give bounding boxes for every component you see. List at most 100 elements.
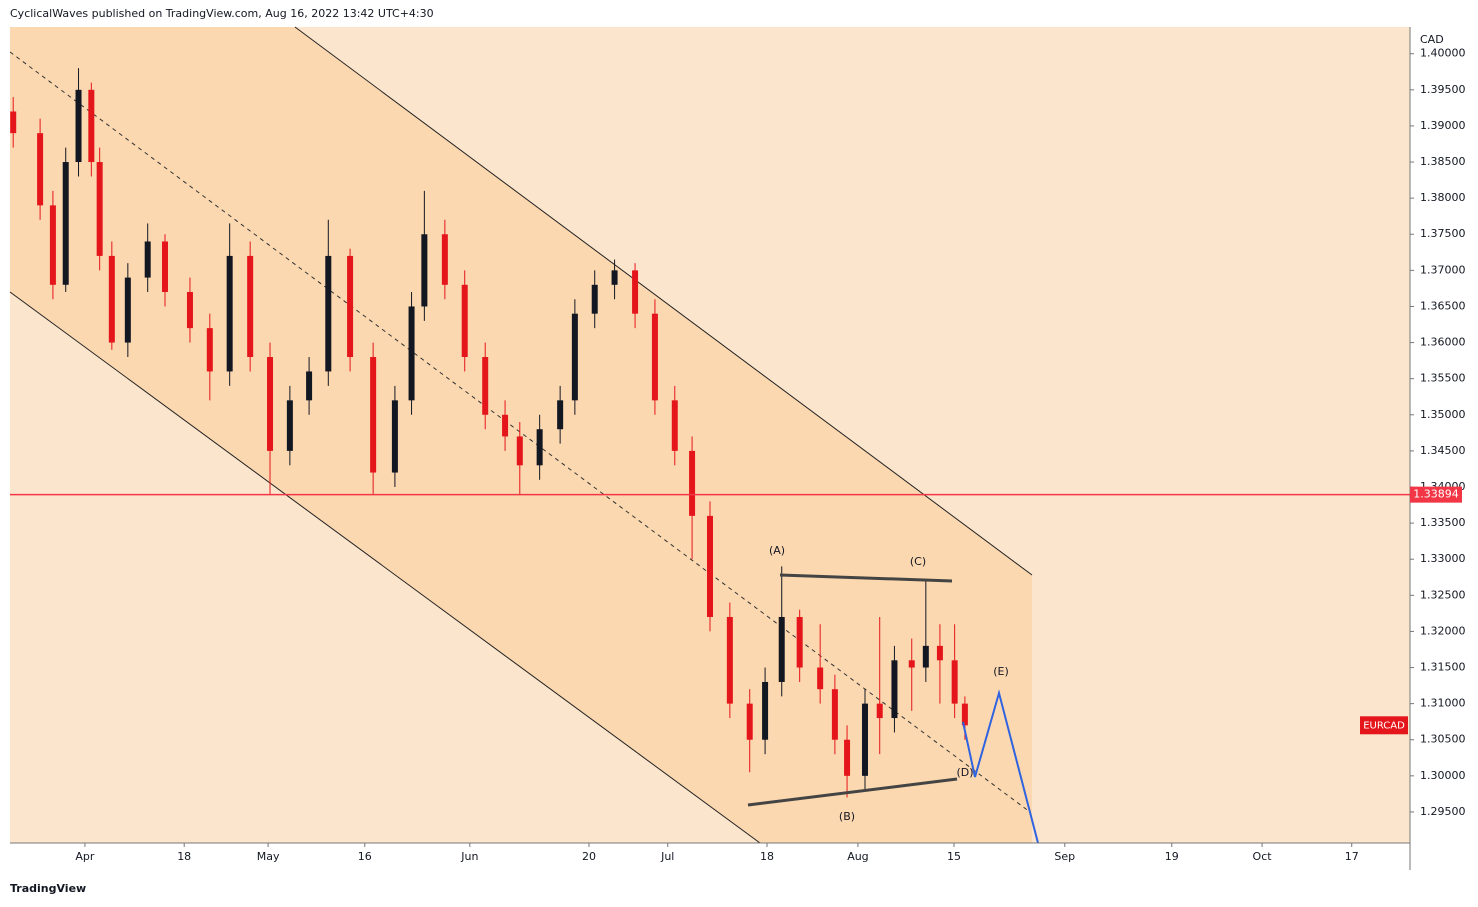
x-tick-label: Sep xyxy=(1054,850,1075,863)
x-tick-label: 16 xyxy=(358,850,372,863)
candle-body xyxy=(891,660,898,719)
candle-body xyxy=(75,89,82,163)
candle-body xyxy=(961,703,968,726)
footer-brand: TradingView xyxy=(10,882,86,895)
candle-body xyxy=(391,400,398,473)
candle-body xyxy=(62,162,69,285)
candle-body xyxy=(267,357,274,451)
candle-body xyxy=(796,616,803,668)
candle-body xyxy=(108,255,115,343)
candle-body xyxy=(746,703,753,740)
candle-body xyxy=(226,255,233,372)
candle-body xyxy=(441,234,448,285)
channel-top xyxy=(294,26,1033,576)
wave-label: (D) xyxy=(956,766,973,779)
y-tick-label: 1.30000 xyxy=(1420,769,1466,782)
y-tick-label: 1.40000 xyxy=(1420,47,1466,60)
candle-body xyxy=(49,205,56,285)
y-tick-label: 1.36500 xyxy=(1420,299,1466,312)
x-tick-label: May xyxy=(257,850,280,863)
candle-body xyxy=(908,660,915,668)
candle-body xyxy=(408,306,415,401)
y-tick-label: 1.36000 xyxy=(1420,336,1466,349)
candle-body xyxy=(651,313,658,401)
candle-body xyxy=(325,255,332,372)
y-tick-label: 1.37000 xyxy=(1420,263,1466,276)
y-tick-label: 1.38500 xyxy=(1420,155,1466,168)
y-tick-label: 1.32000 xyxy=(1420,624,1466,637)
y-tick-label: 1.39000 xyxy=(1420,119,1466,132)
candle-body xyxy=(689,450,696,516)
currency: CAD xyxy=(1420,33,1444,46)
y-tick-label: 1.33000 xyxy=(1420,552,1466,565)
x-tick-label: Jun xyxy=(460,850,478,863)
wave-label: (E) xyxy=(993,665,1009,678)
y-tick-label: 1.31000 xyxy=(1420,697,1466,710)
candle-body xyxy=(591,284,598,314)
y-tick-label: 1.29500 xyxy=(1420,805,1466,818)
triangle-top xyxy=(779,573,953,583)
x-tick-label: Oct xyxy=(1253,850,1273,863)
candle-body xyxy=(922,645,929,668)
candle-body xyxy=(96,162,103,256)
symbol-label: EURCAD xyxy=(1363,720,1405,731)
candle-body xyxy=(186,292,193,329)
candle-body xyxy=(762,681,769,740)
candle-body xyxy=(247,255,254,358)
candle-body xyxy=(347,255,354,358)
y-tick-label: 1.31500 xyxy=(1420,661,1466,674)
candle-body xyxy=(482,357,489,415)
candle-body xyxy=(461,284,468,358)
x-tick-label: 17 xyxy=(1345,850,1359,863)
y-tick-label: 1.32500 xyxy=(1420,588,1466,601)
candle-body xyxy=(421,234,428,307)
candle-body xyxy=(88,89,95,163)
triangle-bottom xyxy=(747,777,958,807)
candle-body xyxy=(936,645,943,661)
y-tick-label: 1.39500 xyxy=(1420,83,1466,96)
header: CyclicalWaves published on TradingView.c… xyxy=(10,7,434,20)
symbol-tag xyxy=(1360,716,1408,735)
x-tick-label: 18 xyxy=(760,850,774,863)
y-tick-label: 1.37500 xyxy=(1420,227,1466,240)
x-tick-label: 18 xyxy=(177,850,191,863)
candle-body xyxy=(951,660,958,704)
candle-body xyxy=(778,616,785,682)
y-tick-label: 1.34500 xyxy=(1420,444,1466,457)
channel-fill xyxy=(10,27,1032,843)
y-tick-label: 1.33500 xyxy=(1420,516,1466,529)
candle-body xyxy=(817,667,824,690)
y-tick-label: 1.38000 xyxy=(1420,191,1466,204)
candle-body xyxy=(124,277,131,343)
candle-body xyxy=(536,429,543,466)
y-tick-label: 1.30500 xyxy=(1420,733,1466,746)
candle-body xyxy=(206,328,213,372)
candle-body xyxy=(557,400,564,430)
candle-body xyxy=(516,436,523,466)
candle-body xyxy=(370,357,377,473)
projection xyxy=(962,689,1039,844)
candle-body xyxy=(571,313,578,401)
candle-body xyxy=(726,616,733,704)
wave-label: (B) xyxy=(839,810,855,823)
candle-body xyxy=(861,703,868,776)
y-tick-label: 1.35000 xyxy=(1420,408,1466,421)
wave-label: (C) xyxy=(910,555,926,568)
x-tick-label: Apr xyxy=(75,850,95,863)
candle-body xyxy=(671,400,678,451)
candle-body xyxy=(707,515,713,617)
level-tag xyxy=(1410,486,1462,503)
y-tick-label: 1.35500 xyxy=(1420,372,1466,385)
candle-body xyxy=(876,703,883,719)
candle-body xyxy=(831,689,838,740)
candles xyxy=(10,68,968,798)
candle-body xyxy=(161,241,168,293)
candle-body xyxy=(306,371,313,401)
x-tick-label: Aug xyxy=(847,850,868,863)
candle-body xyxy=(611,270,618,285)
candle-body xyxy=(10,111,17,134)
x-tick-label: 20 xyxy=(582,850,596,863)
level-label: 1.33894 xyxy=(1413,488,1459,501)
